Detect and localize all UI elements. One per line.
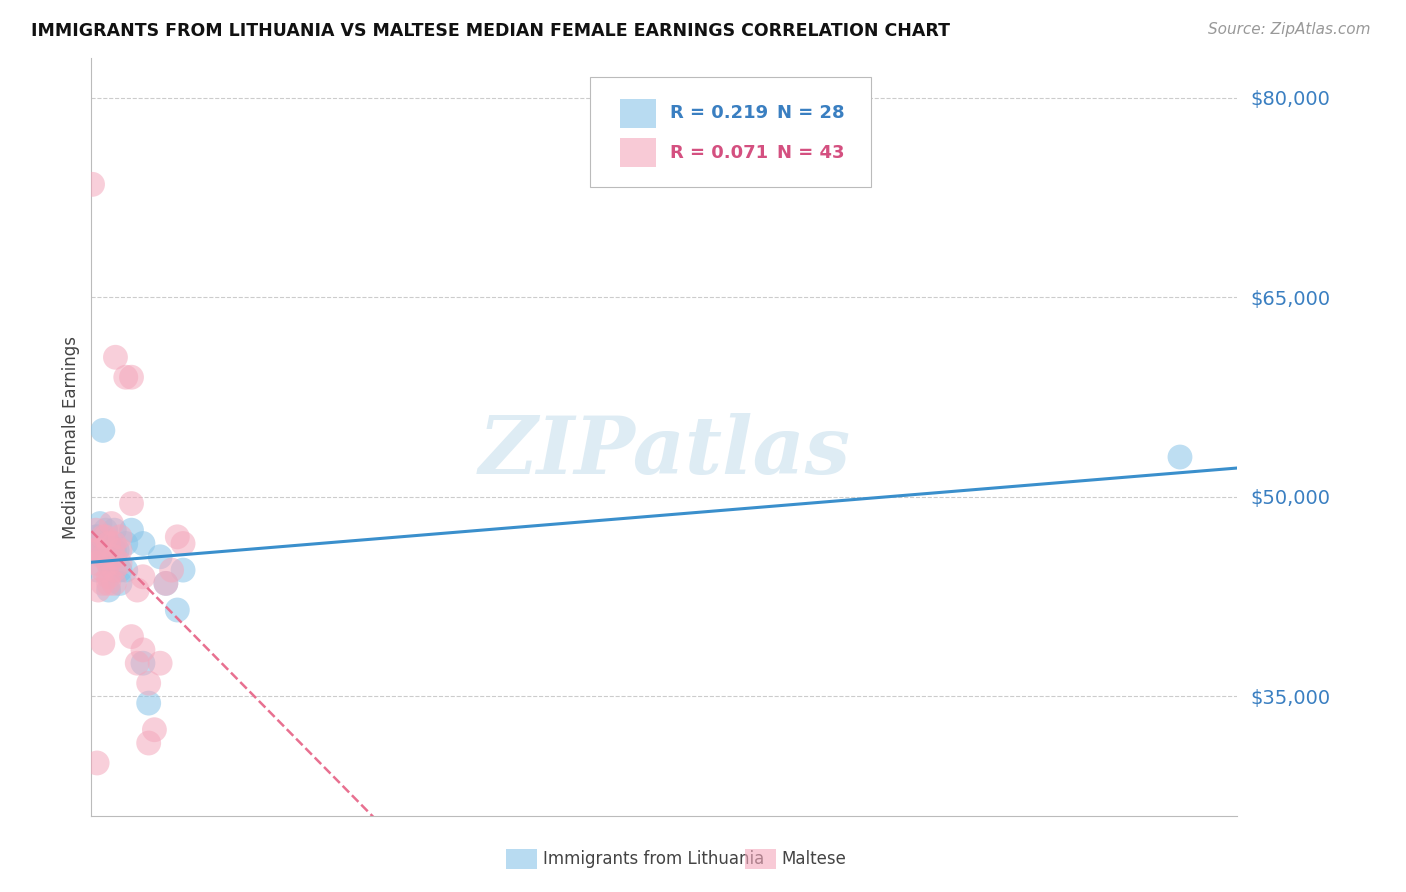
- Point: [166, 603, 188, 617]
- Point: [149, 657, 172, 671]
- Point: [97, 536, 120, 550]
- Point: [155, 576, 177, 591]
- Text: Immigrants from Lithuania: Immigrants from Lithuania: [543, 850, 763, 868]
- Point: [84, 523, 107, 537]
- Point: [82, 178, 104, 192]
- Point: [103, 543, 125, 558]
- Point: [138, 736, 160, 750]
- Point: [86, 530, 108, 544]
- Bar: [620, 99, 657, 128]
- Point: [108, 543, 131, 558]
- Point: [84, 530, 107, 544]
- Point: [103, 536, 125, 550]
- Point: [104, 351, 127, 365]
- Point: [103, 563, 125, 577]
- Point: [108, 576, 131, 591]
- Point: [132, 643, 155, 657]
- Point: [89, 543, 111, 558]
- Point: [132, 570, 155, 584]
- Point: [100, 516, 122, 531]
- Point: [114, 536, 136, 550]
- Point: [121, 523, 143, 537]
- Point: [155, 576, 177, 591]
- Point: [94, 523, 117, 537]
- Point: [121, 630, 143, 644]
- Point: [91, 563, 114, 577]
- Point: [91, 576, 114, 591]
- Point: [91, 636, 114, 650]
- Point: [97, 576, 120, 591]
- Point: [86, 756, 108, 770]
- Point: [132, 536, 155, 550]
- Point: [108, 530, 131, 544]
- Point: [89, 543, 111, 558]
- Point: [89, 516, 111, 531]
- Point: [166, 530, 188, 544]
- Point: [108, 557, 131, 571]
- Point: [114, 563, 136, 577]
- Point: [149, 549, 172, 564]
- Point: [138, 676, 160, 690]
- Point: [108, 563, 131, 577]
- Point: [172, 536, 194, 550]
- Point: [127, 582, 149, 597]
- Point: [97, 536, 120, 550]
- Point: [97, 557, 120, 571]
- Point: [97, 557, 120, 571]
- Point: [121, 370, 143, 384]
- FancyBboxPatch shape: [591, 77, 870, 186]
- Point: [138, 696, 160, 710]
- Point: [127, 657, 149, 671]
- Point: [132, 657, 155, 671]
- Point: [94, 530, 117, 544]
- Text: Maltese: Maltese: [782, 850, 846, 868]
- Y-axis label: Median Female Earnings: Median Female Earnings: [62, 335, 80, 539]
- Point: [86, 563, 108, 577]
- Text: N = 28: N = 28: [776, 104, 844, 122]
- Point: [83, 543, 105, 558]
- Point: [91, 549, 114, 564]
- Point: [87, 582, 110, 597]
- Bar: [620, 138, 657, 167]
- Point: [97, 570, 120, 584]
- Point: [172, 563, 194, 577]
- Point: [121, 497, 143, 511]
- Text: Source: ZipAtlas.com: Source: ZipAtlas.com: [1208, 22, 1371, 37]
- Point: [143, 723, 166, 737]
- Point: [103, 549, 125, 564]
- Point: [1168, 450, 1191, 464]
- Point: [91, 424, 114, 438]
- Point: [91, 530, 114, 544]
- Point: [86, 557, 108, 571]
- Point: [83, 543, 105, 558]
- Point: [105, 543, 128, 558]
- Point: [160, 563, 183, 577]
- Text: ZIPatlas: ZIPatlas: [478, 414, 851, 491]
- Point: [91, 536, 114, 550]
- Point: [103, 523, 125, 537]
- Point: [97, 582, 120, 597]
- Text: R = 0.219: R = 0.219: [671, 104, 768, 122]
- Point: [114, 370, 136, 384]
- Text: R = 0.071: R = 0.071: [671, 144, 768, 161]
- Text: IMMIGRANTS FROM LITHUANIA VS MALTESE MEDIAN FEMALE EARNINGS CORRELATION CHART: IMMIGRANTS FROM LITHUANIA VS MALTESE MED…: [31, 22, 950, 40]
- Text: N = 43: N = 43: [776, 144, 844, 161]
- Point: [103, 576, 125, 591]
- Point: [86, 543, 108, 558]
